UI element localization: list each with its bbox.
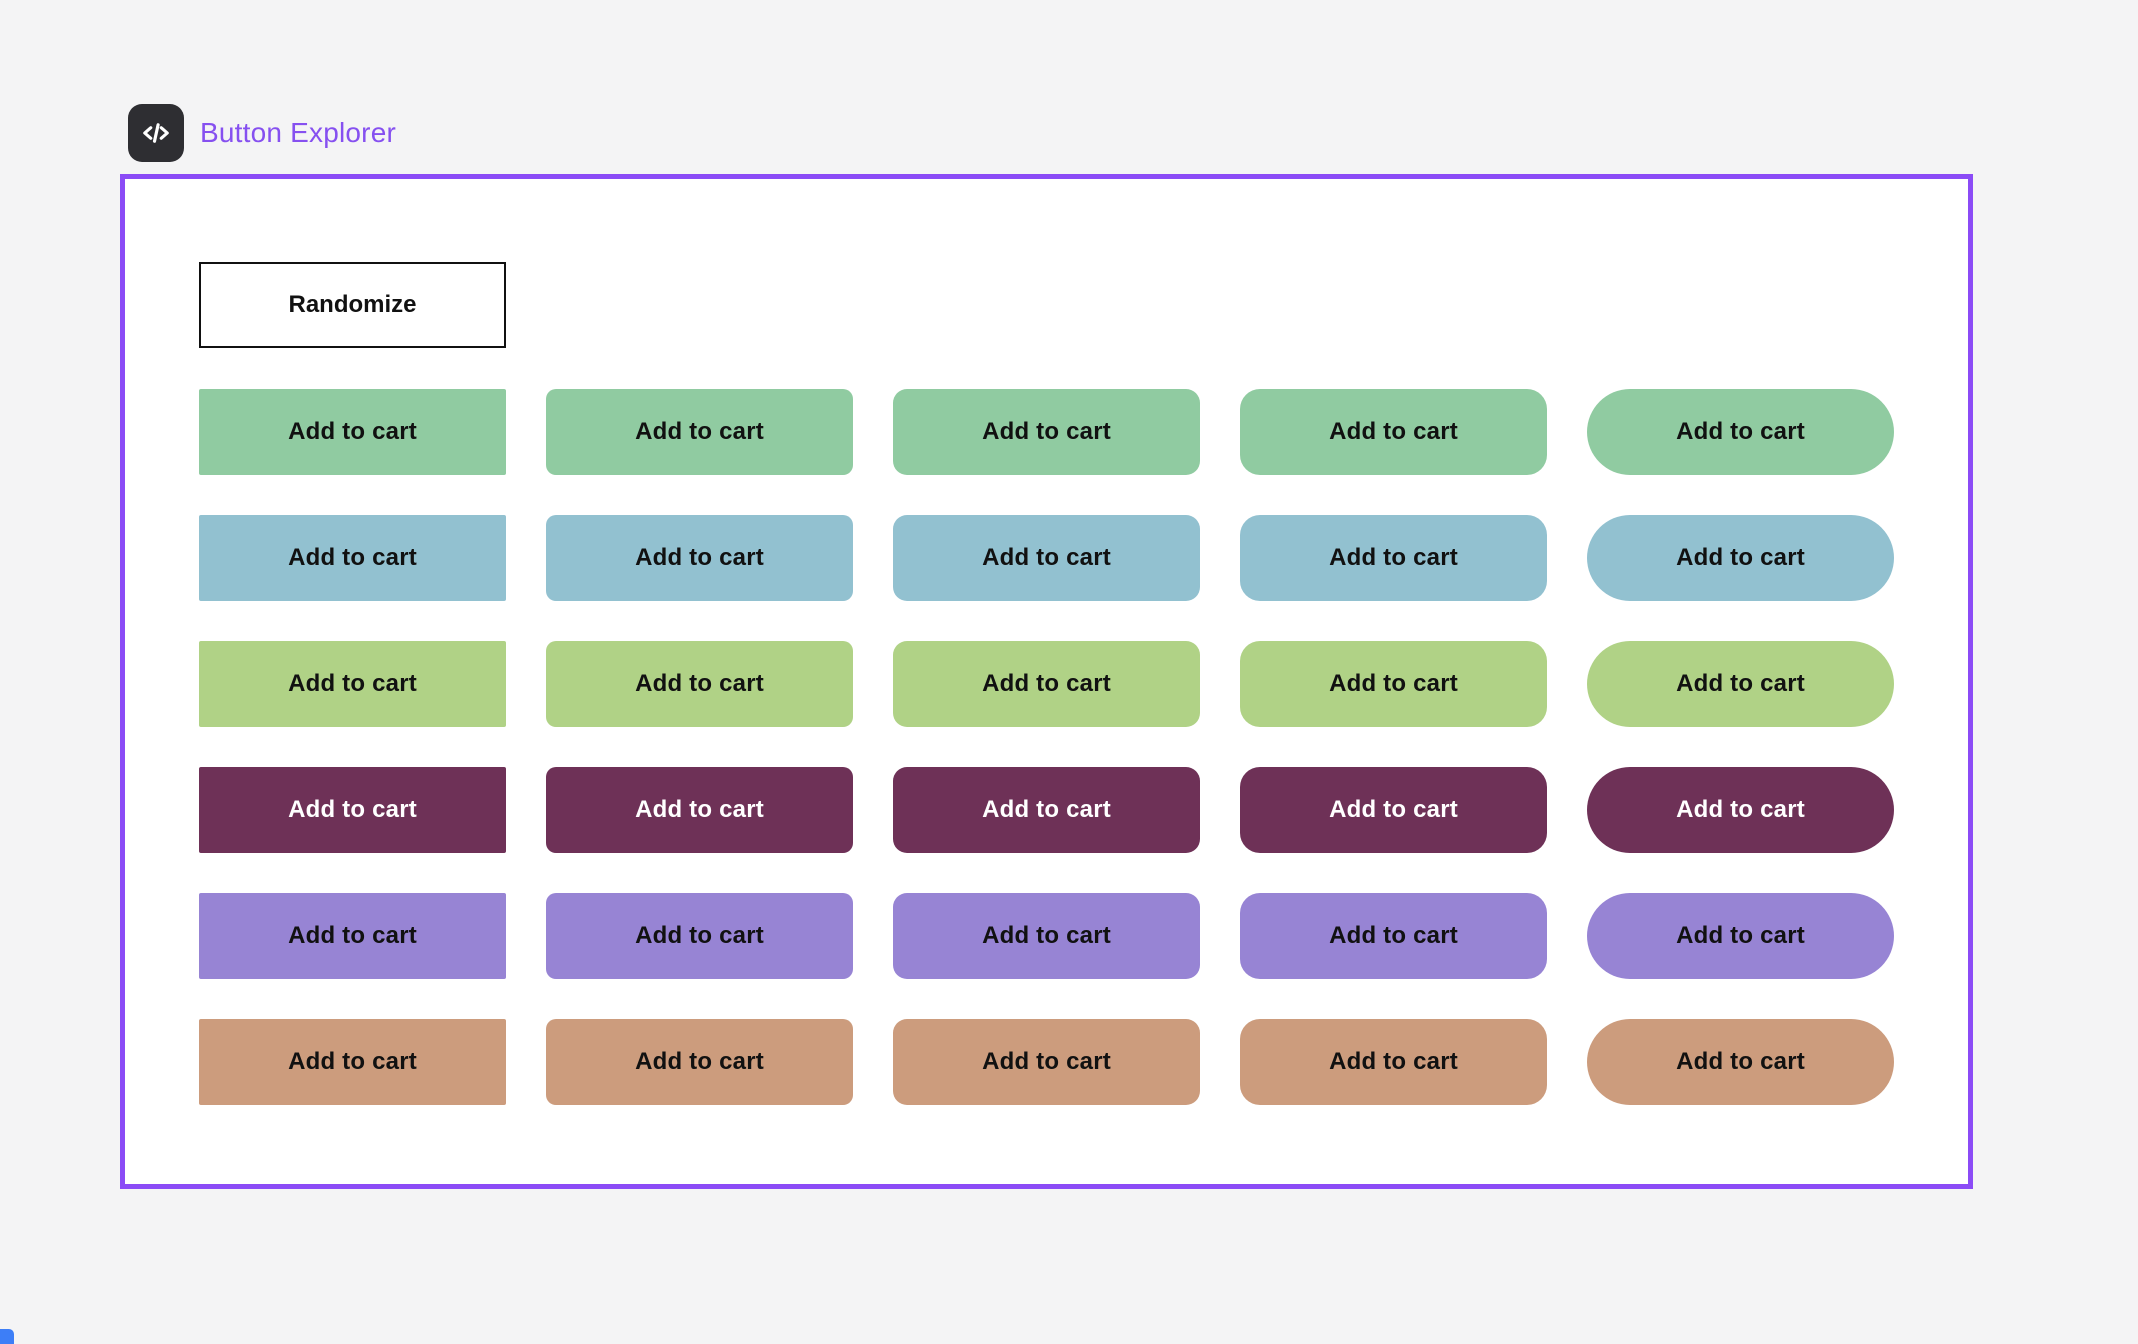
add-to-cart-button-green-radius-pill[interactable]: Add to cart bbox=[1587, 389, 1894, 475]
add-to-cart-button-purple-radius-sm[interactable]: Add to cart bbox=[546, 893, 853, 979]
add-to-cart-button-tan-radius-sm[interactable]: Add to cart bbox=[546, 1019, 853, 1105]
add-to-cart-button-blue-radius-lg[interactable]: Add to cart bbox=[1240, 515, 1547, 601]
app-header: Button Explorer bbox=[128, 104, 396, 162]
add-to-cart-button-tan-radius-none[interactable]: Add to cart bbox=[199, 1019, 506, 1105]
add-to-cart-button-blue-radius-pill[interactable]: Add to cart bbox=[1587, 515, 1894, 601]
offscreen-element-fragment bbox=[0, 1329, 14, 1344]
add-to-cart-button-lime-radius-pill[interactable]: Add to cart bbox=[1587, 641, 1894, 727]
add-to-cart-button-green-radius-none[interactable]: Add to cart bbox=[199, 389, 506, 475]
code-icon[interactable] bbox=[128, 104, 184, 162]
add-to-cart-button-lime-radius-md[interactable]: Add to cart bbox=[893, 641, 1200, 727]
add-to-cart-button-lime-radius-sm[interactable]: Add to cart bbox=[546, 641, 853, 727]
add-to-cart-button-blue-radius-none[interactable]: Add to cart bbox=[199, 515, 506, 601]
add-to-cart-button-purple-radius-lg[interactable]: Add to cart bbox=[1240, 893, 1547, 979]
add-to-cart-button-lime-radius-lg[interactable]: Add to cart bbox=[1240, 641, 1547, 727]
add-to-cart-button-blue-radius-sm[interactable]: Add to cart bbox=[546, 515, 853, 601]
add-to-cart-button-plum-radius-sm[interactable]: Add to cart bbox=[546, 767, 853, 853]
add-to-cart-button-purple-radius-none[interactable]: Add to cart bbox=[199, 893, 506, 979]
add-to-cart-button-green-radius-md[interactable]: Add to cart bbox=[893, 389, 1200, 475]
add-to-cart-button-blue-radius-md[interactable]: Add to cart bbox=[893, 515, 1200, 601]
add-to-cart-button-green-radius-lg[interactable]: Add to cart bbox=[1240, 389, 1547, 475]
add-to-cart-button-purple-radius-pill[interactable]: Add to cart bbox=[1587, 893, 1894, 979]
design-frame: Randomize Add to cart Add to cart Add to c… bbox=[120, 174, 1973, 1189]
add-to-cart-button-purple-radius-md[interactable]: Add to cart bbox=[893, 893, 1200, 979]
add-to-cart-button-tan-radius-lg[interactable]: Add to cart bbox=[1240, 1019, 1547, 1105]
randomize-button[interactable]: Randomize bbox=[199, 262, 506, 348]
add-to-cart-button-plum-radius-md[interactable]: Add to cart bbox=[893, 767, 1200, 853]
add-to-cart-button-plum-radius-pill[interactable]: Add to cart bbox=[1587, 767, 1894, 853]
add-to-cart-button-tan-radius-pill[interactable]: Add to cart bbox=[1587, 1019, 1894, 1105]
add-to-cart-button-green-radius-sm[interactable]: Add to cart bbox=[546, 389, 853, 475]
page-title[interactable]: Button Explorer bbox=[200, 117, 396, 148]
add-to-cart-button-plum-radius-lg[interactable]: Add to cart bbox=[1240, 767, 1547, 853]
add-to-cart-button-tan-radius-md[interactable]: Add to cart bbox=[893, 1019, 1200, 1105]
add-to-cart-button-lime-radius-none[interactable]: Add to cart bbox=[199, 641, 506, 727]
button-grid: Add to cart Add to cart Add to cart Add to … bbox=[199, 389, 1894, 1105]
add-to-cart-button-plum-radius-none[interactable]: Add to cart bbox=[199, 767, 506, 853]
